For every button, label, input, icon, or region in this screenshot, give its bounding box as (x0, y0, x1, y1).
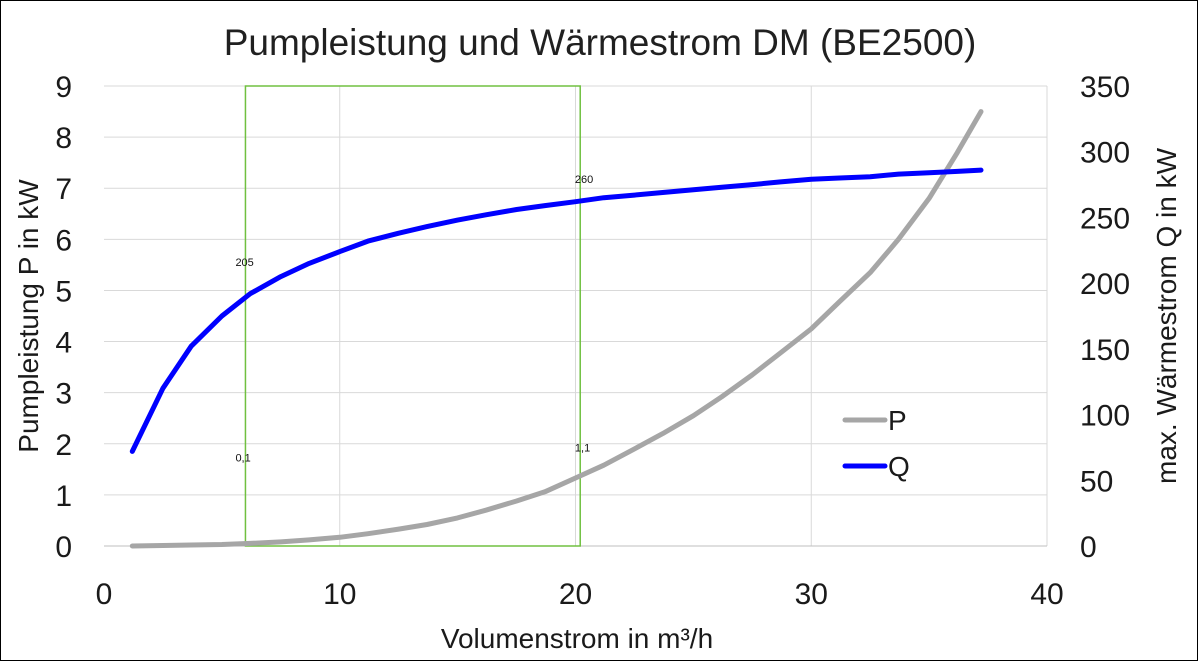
y-tick-label: 9 (55, 71, 72, 104)
y2-tick-label: 250 (1080, 202, 1130, 235)
y2-tick-label: 300 (1080, 137, 1130, 170)
y2-tick-label: 350 (1080, 71, 1130, 104)
series-line-p (129, 109, 984, 549)
y-tick-label: 8 (55, 122, 72, 155)
y-tick-label: 5 (55, 275, 72, 308)
y2-tick-label: 50 (1080, 465, 1113, 498)
x-tick-label: 40 (1030, 578, 1063, 611)
x-tick-label: 10 (323, 578, 356, 611)
y-tick-label: 6 (55, 224, 72, 257)
series-layer (129, 109, 984, 549)
y-axis-label: Pumpleistung P in kW (13, 179, 44, 453)
y2-axis-label: max. Wärmestrom Q in kW (1151, 147, 1182, 484)
annotation-label: 205 (235, 257, 253, 269)
x-tick-label: 30 (795, 578, 828, 611)
y-tick-label: 4 (55, 327, 72, 360)
y2-tick-label: 150 (1080, 334, 1130, 367)
highlight-box-layer (244, 85, 581, 547)
y-tick-label: 1 (55, 480, 72, 513)
annotation-label: 260 (575, 174, 593, 186)
y-tick-label: 7 (55, 173, 72, 206)
x-axis-label: Volumenstrom in m³/h (441, 623, 713, 654)
y2-tick-label: 0 (1080, 531, 1097, 564)
legend-label-p: P (888, 405, 907, 436)
y-tick-label: 0 (55, 531, 72, 564)
x-tick-label: 20 (559, 578, 592, 611)
y2-tick-label: 200 (1080, 268, 1130, 301)
x-tick-label: 0 (96, 578, 113, 611)
chart-title: Pumpleistung und Wärmestrom DM (BE2500) (224, 22, 977, 63)
y2-tick-label: 100 (1080, 400, 1130, 433)
tick-labels: 0 1 2 3 4 5 6 7 8 9 0 10 20 30 40 0 50 100 150 200 250 300 350 (55, 71, 1130, 611)
legend: P Q (842, 405, 910, 482)
y-tick-label: 3 (55, 378, 72, 411)
annotation-label: 0,1 (235, 453, 250, 465)
gridlines (104, 85, 1048, 547)
y-tick-label: 2 (55, 429, 72, 462)
legend-label-q: Q (888, 451, 910, 482)
series-line-q (129, 167, 984, 454)
annotation-label: 1,1 (575, 442, 590, 454)
annotations: 0,1 1,1 205 260 (235, 174, 593, 465)
highlight-box (244, 85, 581, 547)
